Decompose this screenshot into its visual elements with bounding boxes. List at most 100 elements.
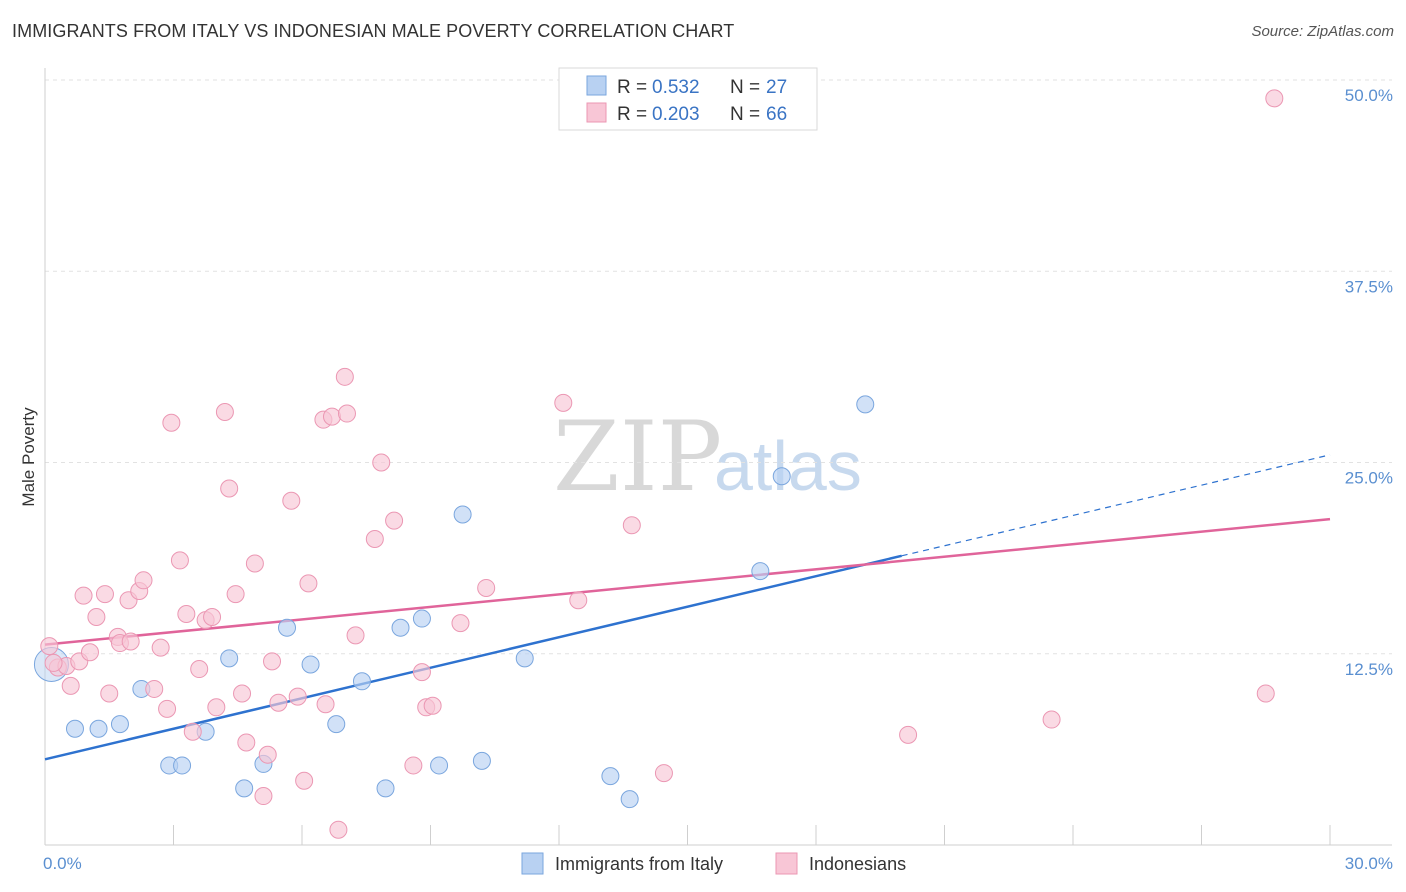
bottom-legend-label-indonesians: Indonesians (809, 854, 906, 874)
point-indonesians-38 (288, 687, 307, 706)
point-italy-2 (89, 719, 108, 738)
point-indonesians-28 (220, 479, 239, 498)
point-indonesians-22 (183, 722, 202, 741)
bottom-legend-label-italy: Immigrants from Italy (555, 854, 723, 874)
point-indonesians-18 (158, 699, 177, 718)
point-italy-6 (173, 756, 192, 775)
point-indonesians-20 (170, 551, 189, 570)
point-indonesians-65 (44, 653, 63, 672)
point-indonesians-60 (654, 764, 673, 783)
point-indonesians-25 (203, 608, 222, 627)
point-italy-11 (278, 618, 297, 637)
bottom-legend-swatch-indonesians (775, 852, 798, 875)
y-tick-label-0: 12.5% (1345, 660, 1393, 679)
point-indonesians-46 (337, 404, 356, 423)
point-indonesians-49 (372, 453, 391, 472)
legend-r-value-italy: 0.532 (652, 77, 700, 98)
axes (44, 68, 1392, 846)
point-italy-12 (301, 655, 320, 674)
point-indonesians-51 (404, 756, 423, 775)
trend-line-italy (44, 554, 902, 761)
point-indonesians-39 (295, 771, 314, 790)
point-indonesians-62 (1042, 710, 1061, 729)
source-label: Source: ZipAtlas.com (1251, 23, 1394, 40)
point-italy-13 (327, 715, 346, 734)
trend-line-indonesians (44, 517, 1331, 646)
legend-swatch-italy (586, 75, 607, 96)
point-italy-20 (472, 751, 491, 770)
data-points (33, 89, 1284, 839)
point-indonesians-16 (145, 679, 164, 698)
point-indonesians-15 (134, 571, 153, 590)
point-indonesians-61 (899, 725, 918, 744)
point-indonesians-59 (622, 516, 641, 535)
point-indonesians-33 (254, 787, 273, 806)
point-indonesians-48 (365, 530, 384, 548)
point-indonesians-17 (151, 638, 170, 657)
trend-line-italy-extension (901, 454, 1331, 557)
point-indonesians-9 (100, 684, 119, 703)
point-italy-19 (453, 505, 472, 524)
legend-r-label-indonesians: R = (617, 104, 647, 125)
point-italy-1 (65, 719, 84, 738)
point-indonesians-36 (269, 693, 288, 712)
y-tick-label-3: 50.0% (1345, 86, 1393, 105)
chart-title: IMMIGRANTS FROM ITALY VS INDONESIAN MALE… (12, 21, 735, 41)
legend: R = 0.532 N = 27 R = 0.203 N = 66 (558, 67, 818, 131)
point-italy-26 (856, 395, 875, 414)
point-indonesians-45 (335, 367, 354, 386)
point-italy-25 (772, 467, 791, 486)
point-italy-17 (412, 609, 431, 628)
tick-labels: 12.5% 25.0% 37.5% 50.0% 0.0% 30.0% (43, 86, 1393, 873)
point-italy-16 (391, 618, 410, 637)
point-indonesians-0 (40, 637, 59, 656)
point-italy-18 (430, 756, 449, 775)
point-indonesians-21 (177, 604, 196, 623)
point-indonesians-29 (226, 585, 245, 604)
point-indonesians-37 (282, 491, 301, 510)
point-indonesians-30 (233, 684, 252, 703)
point-indonesians-54 (423, 696, 442, 715)
legend-n-label-indonesians: N = (730, 104, 760, 125)
point-indonesians-56 (477, 578, 496, 597)
point-indonesians-52 (412, 663, 431, 682)
point-indonesians-6 (80, 643, 99, 662)
watermark-zip: ZIP (553, 401, 722, 513)
point-indonesians-27 (215, 403, 234, 422)
point-indonesians-58 (569, 591, 588, 610)
point-indonesians-47 (346, 626, 365, 645)
point-indonesians-43 (322, 407, 341, 426)
point-indonesians-57 (554, 393, 573, 412)
point-indonesians-3 (61, 676, 80, 695)
point-indonesians-34 (258, 745, 277, 764)
point-indonesians-23 (190, 660, 209, 679)
point-indonesians-50 (385, 511, 404, 530)
legend-n-value-indonesians: 66 (766, 104, 787, 125)
point-indonesians-13 (121, 632, 140, 651)
point-italy-15 (376, 779, 395, 798)
y-tick-label-1: 25.0% (1345, 469, 1393, 488)
y-tick-label-2: 37.5% (1345, 277, 1393, 296)
point-indonesians-35 (263, 652, 282, 671)
point-indonesians-26 (207, 698, 226, 717)
point-italy-9 (235, 779, 254, 798)
point-indonesians-7 (87, 608, 106, 627)
point-indonesians-32 (245, 554, 264, 573)
point-italy-24 (751, 562, 770, 581)
legend-n-value-italy: 27 (766, 77, 787, 98)
bottom-legend-swatch-italy (521, 852, 544, 875)
point-italy-3 (110, 715, 129, 734)
x-tick-label-1: 30.0% (1345, 854, 1393, 873)
point-indonesians-5 (74, 586, 93, 605)
legend-swatch-indonesians (586, 102, 607, 123)
point-indonesians-31 (237, 733, 256, 752)
x-tick-label-0: 0.0% (43, 854, 82, 873)
point-indonesians-44 (329, 820, 348, 839)
legend-r-label-italy: R = (617, 77, 647, 98)
point-italy-21 (515, 649, 534, 668)
point-italy-23 (620, 790, 639, 809)
point-indonesians-63 (1256, 684, 1275, 703)
point-indonesians-19 (162, 413, 181, 432)
legend-r-value-indonesians: 0.203 (652, 104, 700, 125)
